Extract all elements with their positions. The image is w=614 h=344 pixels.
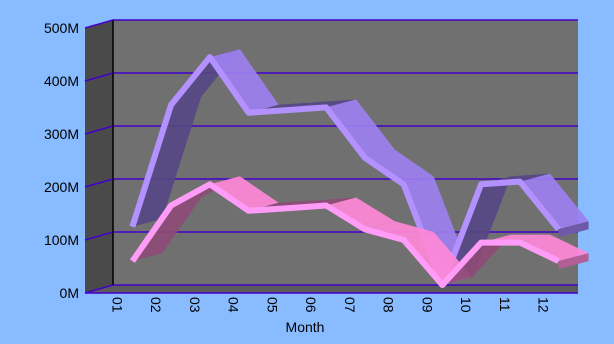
- x-tick-label: 03: [187, 297, 203, 313]
- x-tick-label: 10: [458, 297, 474, 313]
- series-segment: [326, 197, 395, 230]
- x-tick-label: 07: [342, 297, 358, 313]
- series-segment: [132, 96, 202, 227]
- y-tick-label: 400M: [44, 73, 79, 89]
- plot-side-wall: [85, 20, 113, 293]
- x-axis-title: Month: [286, 319, 325, 335]
- series-segment: [364, 221, 434, 240]
- series-2: [129, 176, 589, 288]
- x-tick-label: 02: [148, 297, 164, 313]
- x-tick-label: 09: [419, 297, 435, 313]
- series-segment: [519, 173, 589, 230]
- series-segment: [326, 99, 395, 158]
- x-tick-label: 12: [536, 297, 552, 313]
- series-segment: [442, 176, 512, 285]
- plot-floor-front: [85, 285, 578, 293]
- series-segment: [209, 176, 279, 211]
- y-tick-label: 100M: [44, 232, 79, 248]
- x-tick-label: 04: [226, 297, 242, 313]
- x-tick-label: 11: [497, 297, 513, 312]
- series-line: [129, 54, 561, 288]
- series-line: [129, 181, 560, 288]
- series-segment: [364, 149, 434, 185]
- y-tick-label: 0M: [60, 285, 79, 301]
- x-tick-label: 01: [109, 297, 125, 313]
- y-tick-label: 500M: [44, 20, 79, 36]
- x-tick-label: 08: [381, 297, 397, 313]
- y-tick-label: 200M: [44, 179, 79, 195]
- series-end-cap: [558, 221, 589, 238]
- series-end-cap: [558, 253, 589, 270]
- x-tick-label: 06: [303, 297, 319, 313]
- series-segment: [519, 234, 589, 262]
- series-segment: [132, 197, 202, 262]
- series-segment: [209, 49, 279, 113]
- x-tick-label: 05: [264, 297, 280, 313]
- series-segment: [442, 234, 512, 285]
- y-tick-label: 300M: [44, 126, 79, 142]
